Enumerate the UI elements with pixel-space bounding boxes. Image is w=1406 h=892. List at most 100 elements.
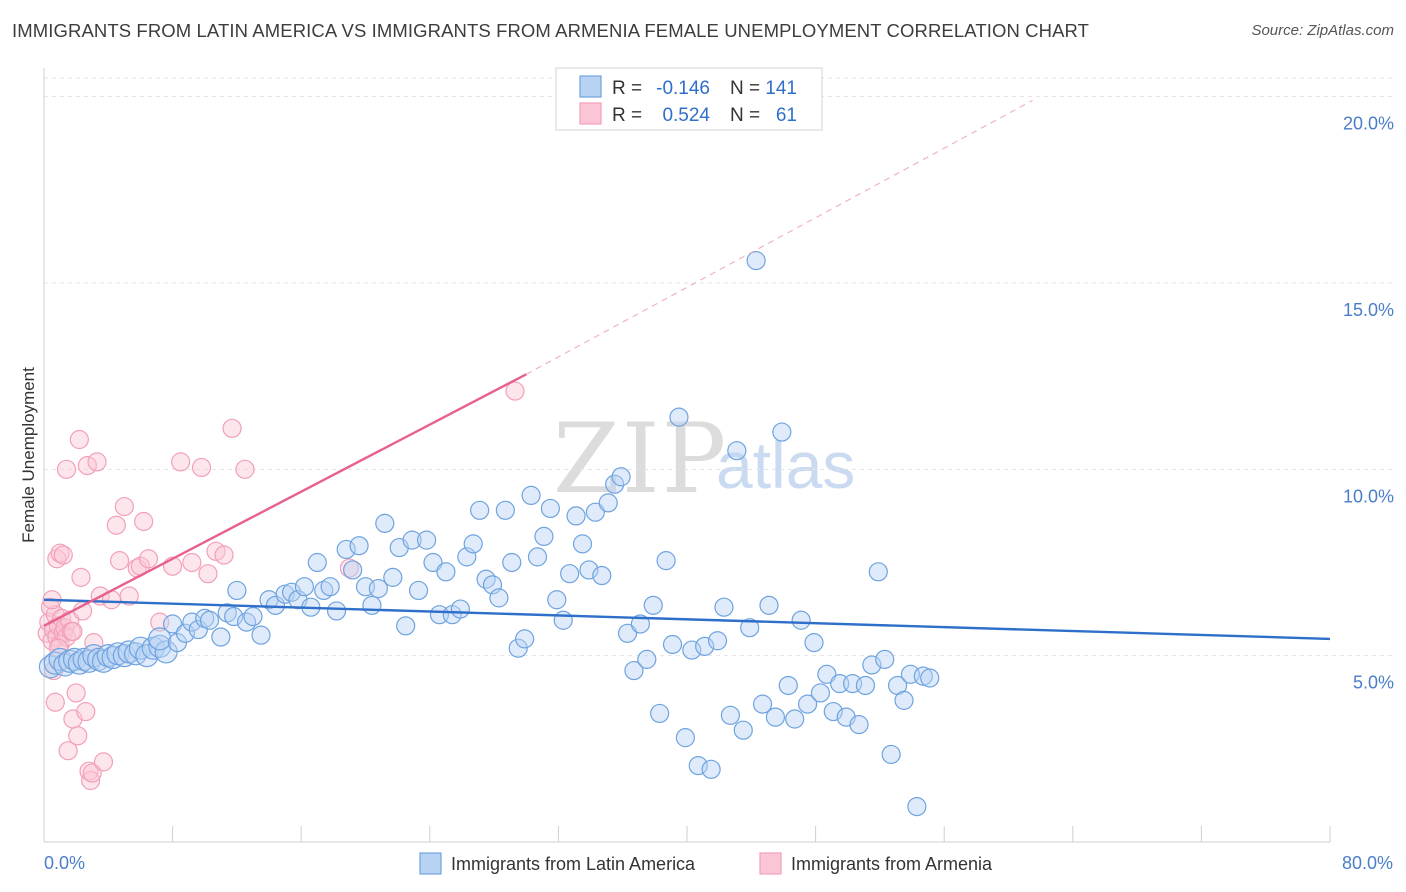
axes bbox=[43, 68, 1331, 843]
armenia-point-31 bbox=[77, 455, 98, 476]
latin-america-point-93 bbox=[624, 660, 644, 681]
armenia-point-38 bbox=[93, 752, 114, 772]
x-tick-label-max: 80.0% bbox=[1342, 853, 1393, 873]
latin-america-point-82 bbox=[553, 610, 573, 630]
series-legend: Immigrants from Latin America Immigrants… bbox=[419, 852, 993, 875]
latin-america-point-43 bbox=[294, 577, 315, 597]
latin-america-point-115 bbox=[765, 707, 786, 727]
legend-n-value-2: 61 bbox=[776, 105, 797, 126]
latin-america-point-54 bbox=[368, 578, 388, 599]
latin-america-point-55 bbox=[375, 513, 395, 533]
latin-america-point-18 bbox=[128, 636, 153, 660]
latin-america-point-99 bbox=[662, 634, 683, 655]
legend-r-label-1: R = bbox=[612, 78, 642, 99]
latin-america-point-94 bbox=[630, 614, 650, 634]
trend-line-latin-america bbox=[43, 598, 1331, 641]
latin-america-point-60 bbox=[408, 580, 429, 601]
latin-america-point-101 bbox=[675, 728, 695, 748]
latin-america-point-62 bbox=[423, 552, 443, 573]
latin-america-point-90 bbox=[605, 474, 625, 494]
latin-america-point-85 bbox=[572, 534, 593, 554]
latin-america-point-117 bbox=[778, 675, 798, 696]
armenia-point-43 bbox=[119, 586, 139, 606]
latin-america-point-95 bbox=[637, 649, 657, 669]
armenia-point-59 bbox=[505, 381, 525, 401]
latin-america-point-79 bbox=[534, 526, 554, 547]
latin-america-point-128 bbox=[849, 715, 869, 735]
latin-america-point-76 bbox=[515, 629, 535, 649]
armenia-point-57 bbox=[235, 459, 255, 479]
latin-america-point-87 bbox=[585, 502, 605, 522]
latin-america-point-121 bbox=[804, 633, 824, 653]
armenia-point-36 bbox=[87, 452, 107, 472]
latin-america-point-31 bbox=[211, 627, 231, 647]
latin-america-point-110 bbox=[733, 720, 753, 740]
latin-america-point-135 bbox=[894, 690, 914, 710]
armenia-point-53 bbox=[198, 564, 218, 584]
latin-america-point-102 bbox=[682, 640, 702, 660]
latin-america-point-59 bbox=[402, 530, 422, 550]
latin-america-point-107 bbox=[714, 597, 734, 617]
armenia-point-20 bbox=[56, 459, 77, 479]
latin-america-point-69 bbox=[470, 500, 490, 520]
latin-america-point-116 bbox=[772, 422, 792, 442]
latin-america-point-51 bbox=[349, 536, 369, 556]
armenia-point-21 bbox=[58, 741, 78, 761]
latin-america-point-19 bbox=[135, 644, 159, 668]
latin-america-point-50 bbox=[343, 560, 363, 580]
latin-america-point-53 bbox=[362, 595, 382, 615]
latin-america-point-37 bbox=[251, 625, 271, 645]
legend-r-value-2: 0.524 bbox=[662, 105, 710, 126]
latin-america-point-96 bbox=[643, 595, 663, 615]
armenia-point-26 bbox=[68, 726, 88, 746]
latin-america-point-92 bbox=[617, 623, 638, 643]
latin-america-point-75 bbox=[508, 638, 528, 658]
y-axis-label: Female Unemployment bbox=[19, 367, 38, 543]
latin-america-point-72 bbox=[489, 588, 509, 608]
legend-r-label-2: R = bbox=[612, 105, 642, 126]
armenia-point-47 bbox=[138, 549, 159, 569]
armenia-point-52 bbox=[191, 457, 212, 478]
armenia-point-46 bbox=[134, 511, 154, 532]
trend-line-armenia-extension bbox=[525, 99, 1033, 375]
latin-america-point-137 bbox=[907, 796, 927, 817]
latin-america-point-132 bbox=[875, 649, 895, 669]
latin-america-point-36 bbox=[243, 606, 263, 627]
latin-america-point-84 bbox=[566, 506, 586, 526]
source-credit: Source: ZipAtlas.com bbox=[1251, 22, 1394, 39]
latin-america-point-74 bbox=[502, 552, 522, 573]
armenia-point-60 bbox=[63, 621, 83, 642]
latin-america-point-48 bbox=[326, 601, 347, 621]
armenia-point-18 bbox=[50, 543, 70, 563]
latin-america-point-100 bbox=[669, 407, 689, 427]
latin-america-point-129 bbox=[855, 675, 876, 696]
latin-america-point-108 bbox=[720, 705, 741, 725]
bottom-legend-swatch-pink bbox=[759, 852, 782, 875]
latin-america-point-114 bbox=[759, 595, 779, 615]
latin-america-point-98 bbox=[656, 551, 676, 571]
latin-america-point-133 bbox=[881, 744, 901, 765]
legend-n-label-2: N = bbox=[730, 105, 760, 126]
armenia-point-33 bbox=[81, 770, 101, 791]
correlation-legend: R = -0.146 N = 141 R = 0.524 N = 61 bbox=[555, 67, 823, 131]
latin-america-point-112 bbox=[746, 251, 766, 271]
watermark: ZIP atlas bbox=[553, 403, 855, 515]
latin-america-point-23 bbox=[148, 627, 172, 651]
grid-lines bbox=[44, 77, 1395, 657]
latin-america-point-139 bbox=[920, 668, 940, 688]
armenia-point-56 bbox=[222, 418, 242, 438]
trend-lines bbox=[43, 99, 1331, 641]
legend-n-value-1: 141 bbox=[765, 78, 797, 99]
latin-america-point-106 bbox=[707, 631, 728, 651]
x-tick-label-min: 0.0% bbox=[44, 853, 85, 873]
latin-america-point-26 bbox=[175, 623, 196, 643]
armenia-point-55 bbox=[214, 545, 234, 565]
trend-line-armenia bbox=[43, 373, 527, 627]
latin-america-point-131 bbox=[868, 562, 888, 582]
armenia-point-25 bbox=[66, 683, 86, 703]
latin-america-point-88 bbox=[592, 565, 612, 586]
watermark-zip: ZIP bbox=[553, 403, 728, 515]
bottom-legend-swatch-blue bbox=[419, 852, 442, 875]
armenia-point-58 bbox=[339, 558, 360, 578]
